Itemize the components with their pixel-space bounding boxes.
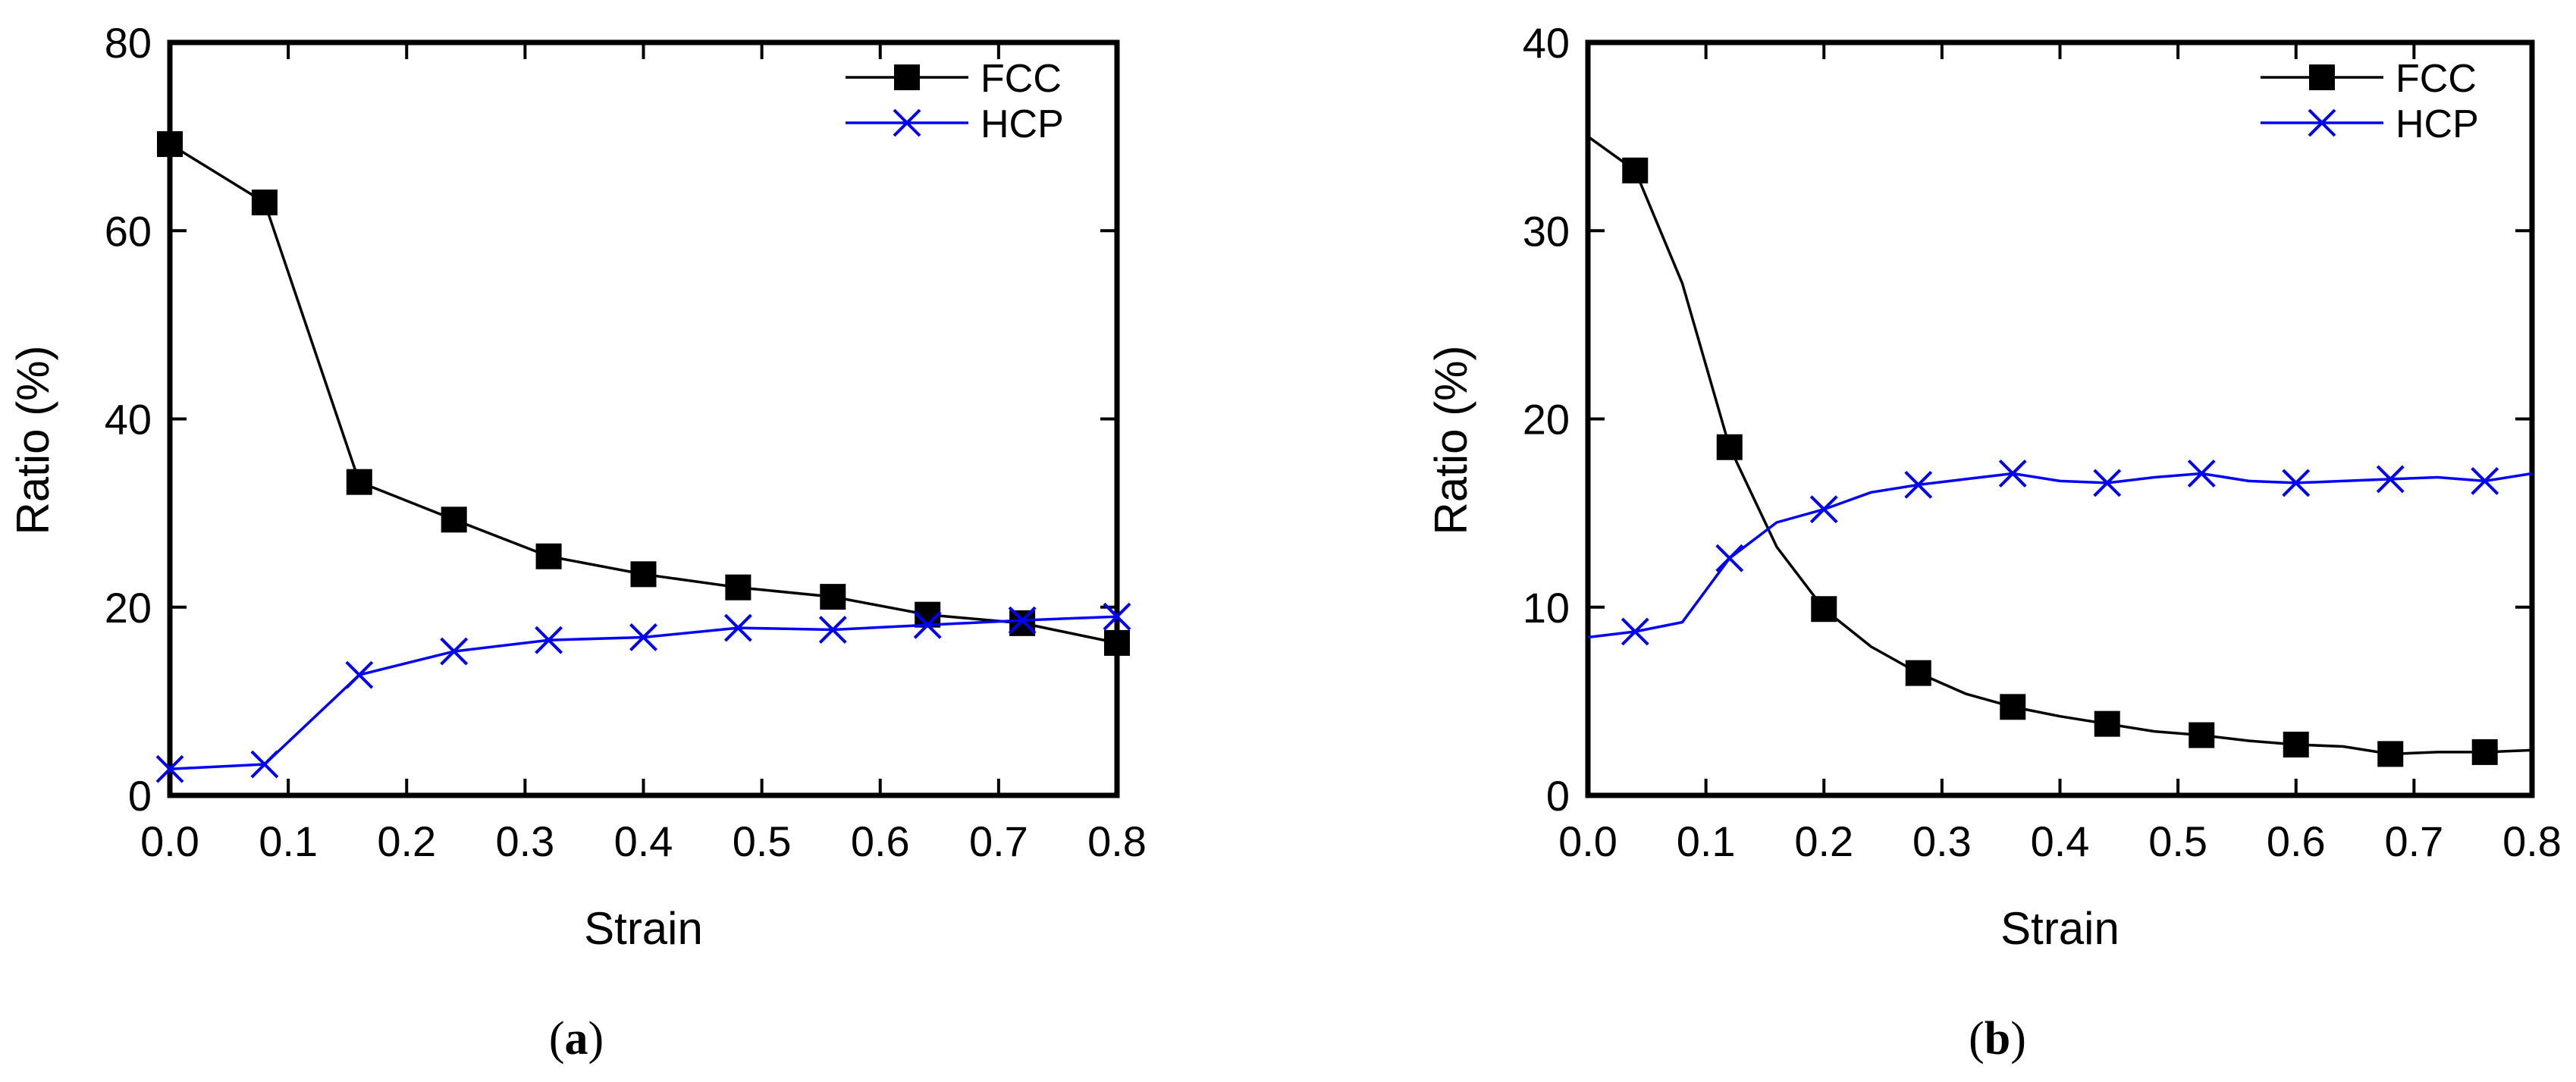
legend-entry-fcc: FCC (2261, 57, 2477, 101)
data-point-fcc (1622, 157, 1649, 183)
x-tick-label: 0.3 (1912, 817, 1972, 865)
y-tick-label: 60 (105, 207, 152, 255)
x-tick-label: 0.3 (495, 817, 554, 865)
data-point-fcc (2471, 739, 2498, 765)
x-tick-label: 0.2 (377, 817, 436, 865)
data-point-hcp (155, 754, 184, 783)
legend-entry-fcc: FCC (846, 57, 1062, 101)
data-point-hcp (818, 616, 847, 644)
data-point-hcp (1998, 459, 2027, 488)
data-point-fcc (1905, 660, 1931, 686)
data-point-fcc (1104, 629, 1130, 656)
data-point-fcc (725, 574, 751, 601)
data-point-hcp (2093, 469, 2122, 497)
x-tick-label: 0.2 (1794, 817, 1853, 865)
x-tick-label: 0.4 (2031, 817, 2090, 865)
data-point-fcc (346, 469, 372, 495)
data-point-fcc (157, 131, 183, 158)
data-point-hcp (2376, 465, 2405, 494)
series-line-hcp (1587, 472, 2533, 639)
data-point-fcc (1716, 434, 1743, 460)
panel-label: (a) (549, 1013, 604, 1065)
series-hcp (1587, 459, 2533, 646)
plot-frame (167, 39, 1120, 798)
data-point-hcp (913, 610, 942, 639)
x-tick-label: 0.0 (1558, 817, 1617, 865)
y-tick-label: 30 (1523, 207, 1570, 255)
legend-label: HCP (981, 102, 1064, 146)
data-point-hcp (2471, 467, 2499, 495)
legend-label: FCC (981, 57, 1062, 101)
x-axis-label: Strain (584, 903, 703, 954)
data-point-fcc (2283, 731, 2309, 757)
series-line-hcp (169, 615, 1118, 770)
data-point-hcp (250, 750, 279, 779)
data-point-hcp (723, 613, 752, 642)
data-point-hcp (1809, 495, 1838, 524)
y-tick-label: 40 (1523, 19, 1570, 67)
data-point-hcp (1715, 544, 1744, 572)
legend-entry-hcp: HCP (846, 102, 1064, 146)
data-point-fcc (1009, 610, 1036, 636)
x-tick-label: 0.5 (733, 817, 792, 865)
y-tick-label: 0 (128, 772, 152, 820)
x-tick-label: 0.6 (2267, 817, 2326, 865)
data-point-hcp (440, 637, 469, 666)
data-point-hcp (1904, 470, 1933, 499)
data-point-hcp (629, 623, 657, 651)
panel-label: (b) (1969, 1013, 2026, 1065)
series-hcp (155, 602, 1131, 783)
data-point-fcc (2189, 722, 2215, 748)
data-point-fcc (2377, 741, 2404, 767)
x-tick-label: 0.4 (614, 817, 673, 865)
chart-panel-b: 0.0 0.1 0.2 0.3 0.4 0.5 0.6 0.7 0.8 0 10 20 30 40 Stra… (1426, 19, 2562, 1065)
y-tick-label: 20 (1523, 396, 1570, 444)
data-point-hcp (1103, 602, 1131, 631)
data-point-fcc (535, 543, 562, 569)
data-point-hcp (345, 660, 374, 689)
x-tick-label: 0.0 (140, 817, 199, 865)
series-fcc (1586, 135, 2533, 767)
x-tick-label: 0.8 (1087, 817, 1147, 865)
data-point-fcc (630, 561, 657, 588)
y-axis-label: Ratio (%) (8, 345, 58, 535)
chart-panel-a: 0.0 0.1 0.2 0.3 0.4 0.5 0.6 0.7 0.8 0 20 40 60 80 Stra… (8, 19, 1147, 1065)
legend-marker (2309, 64, 2335, 90)
data-point-fcc (2094, 710, 2120, 737)
legend-marker (894, 64, 920, 90)
data-point-hcp (1008, 606, 1037, 635)
legend-label: FCC (2396, 57, 2477, 101)
legend-label: HCP (2396, 102, 2479, 146)
x-tick-label: 0.6 (851, 817, 910, 865)
data-point-hcp (2282, 469, 2311, 497)
legend-entry-hcp: HCP (2261, 102, 2479, 146)
x-tick-label: 0.7 (2384, 817, 2443, 865)
data-point-fcc (1811, 596, 1837, 623)
series-fcc (157, 131, 1130, 656)
x-tick-label: 0.8 (2502, 817, 2562, 865)
x-tick-label: 0.1 (259, 817, 318, 865)
data-point-fcc (251, 190, 278, 216)
y-tick-label: 20 (105, 584, 152, 632)
y-tick-label: 40 (105, 396, 152, 444)
data-point-fcc (2000, 694, 2026, 720)
series-line-fcc (1586, 135, 2533, 756)
data-point-hcp (535, 626, 563, 654)
legend-marker (2308, 108, 2336, 137)
legend-marker (893, 108, 921, 137)
data-point-fcc (820, 584, 846, 610)
y-tick-label: 80 (105, 19, 152, 67)
plot-frame (1585, 39, 2535, 798)
y-tick-label: 0 (1546, 772, 1570, 820)
data-point-fcc (441, 507, 467, 533)
x-axis-label: Strain (2000, 903, 2119, 954)
data-point-hcp (1621, 617, 1649, 646)
data-point-hcp (2187, 459, 2216, 488)
y-axis-label: Ratio (%) (1426, 345, 1476, 535)
x-tick-label: 0.7 (969, 817, 1028, 865)
x-tick-label: 0.1 (1677, 817, 1736, 865)
x-tick-label: 0.5 (2148, 817, 2207, 865)
y-tick-label: 10 (1523, 584, 1570, 632)
